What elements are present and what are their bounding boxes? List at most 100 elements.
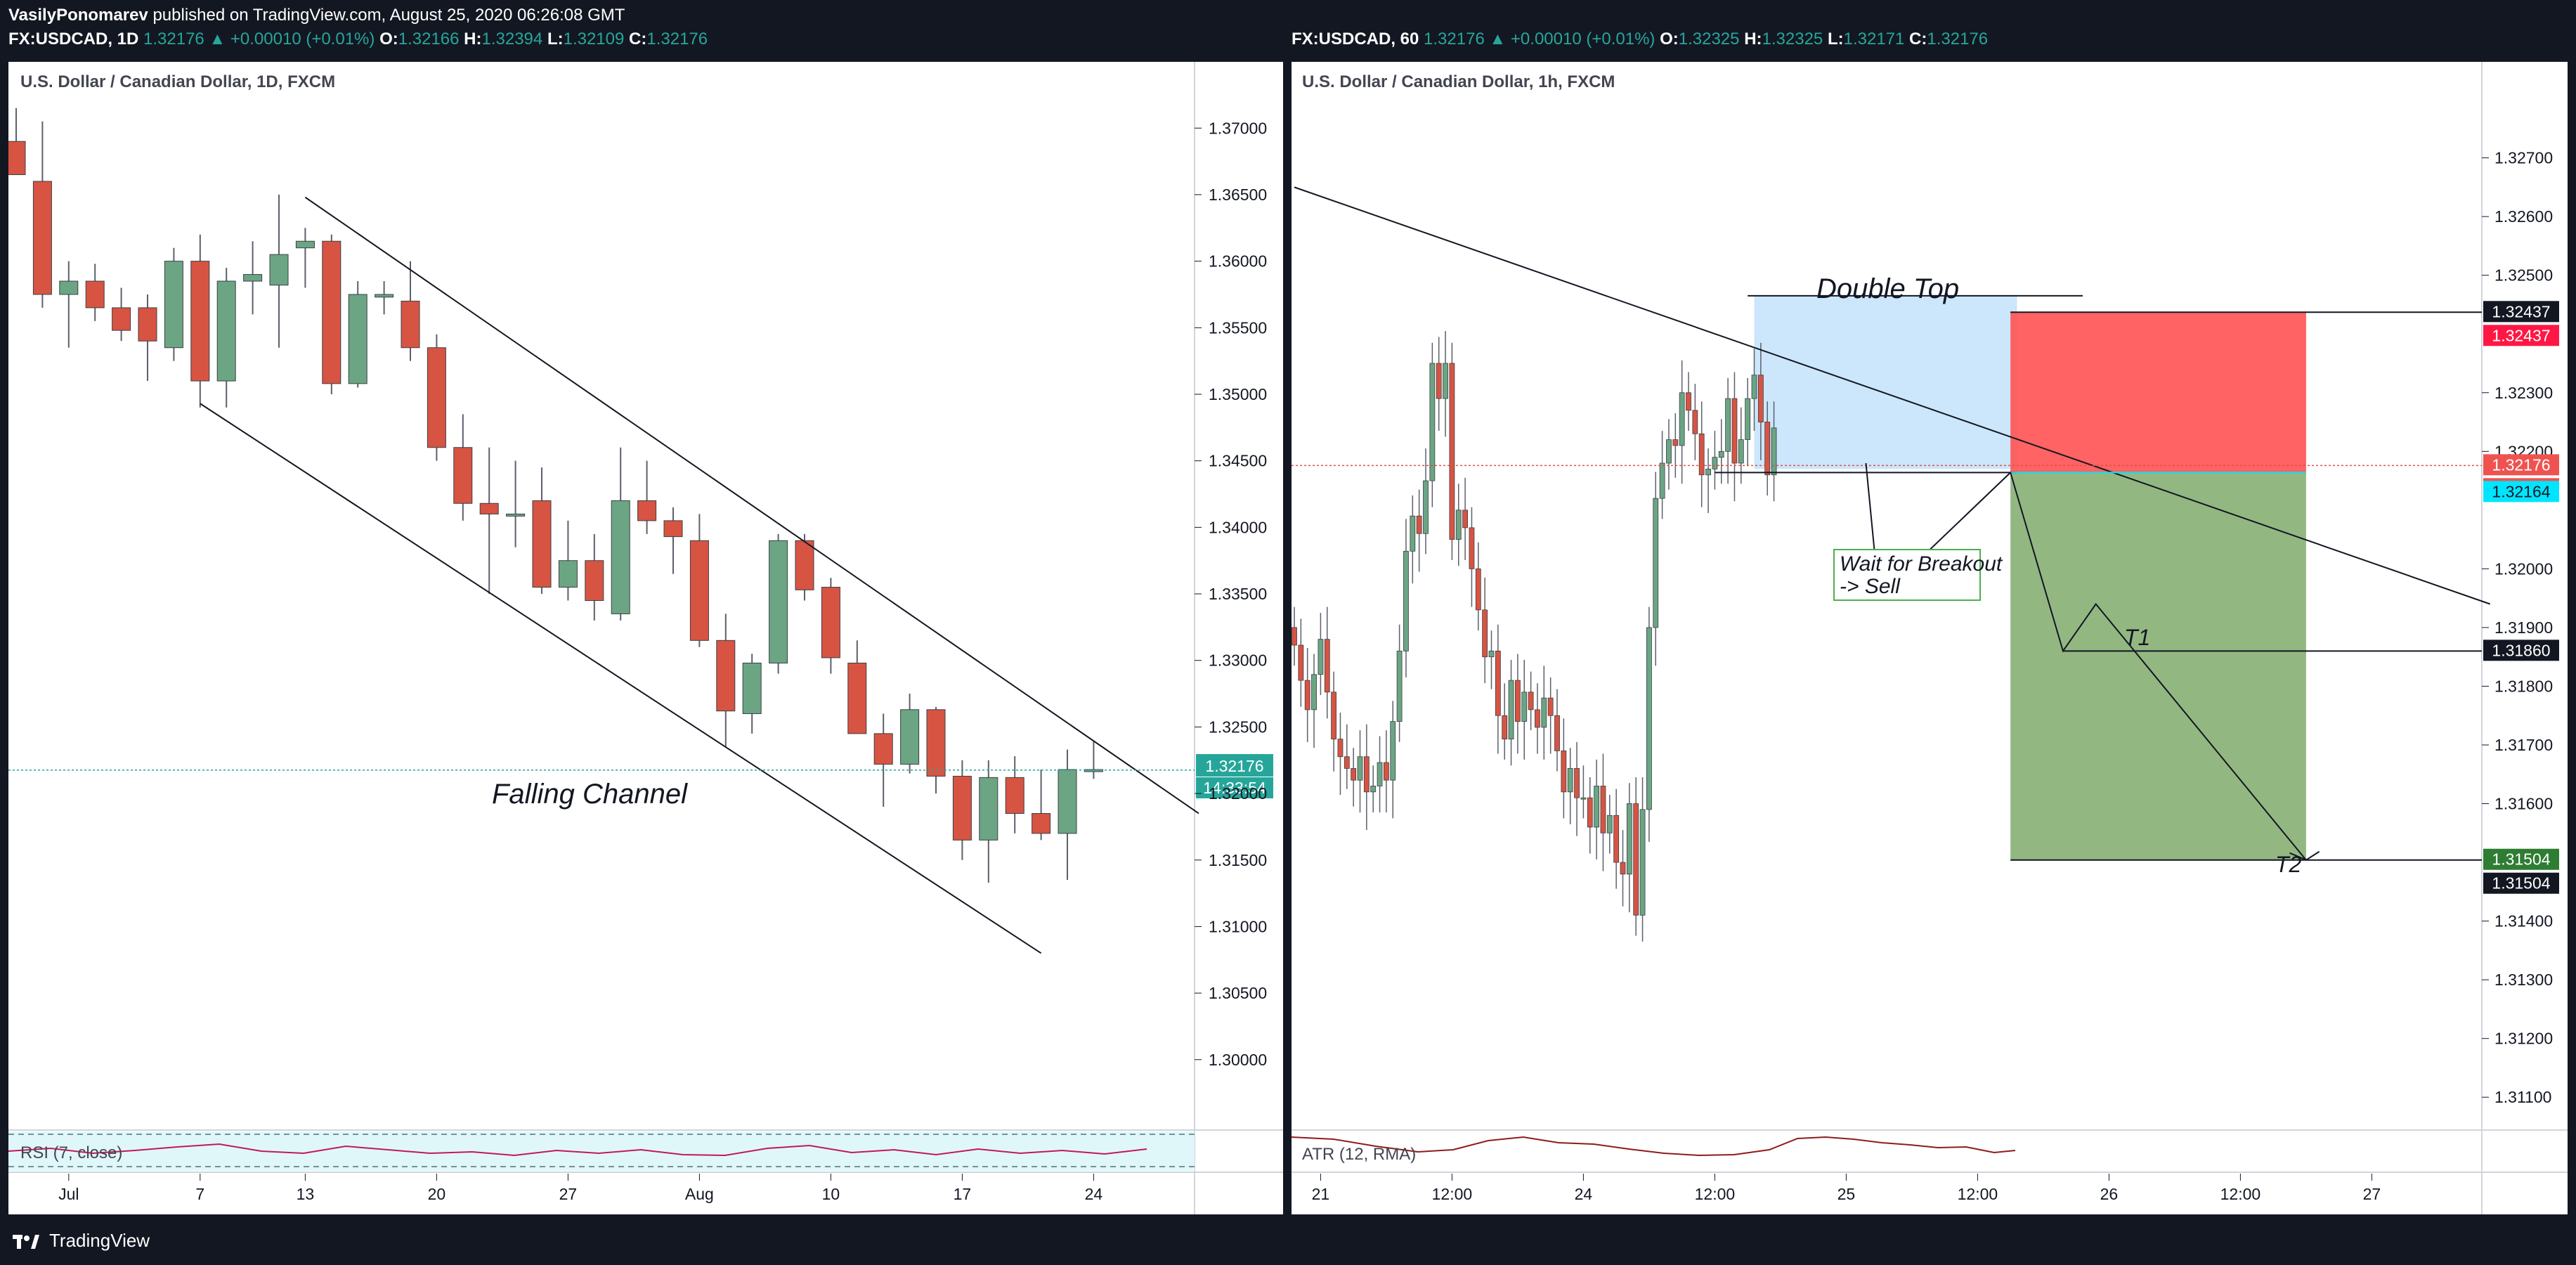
candle-body (1613, 815, 1620, 863)
left-low: 1.32109 (563, 30, 625, 48)
candle-body (1751, 375, 1757, 399)
left-high: 1.32394 (481, 30, 543, 48)
hourly-chart[interactable]: U.S. Dollar / Canadian Dollar, 1h, FXCM … (1291, 62, 2568, 1214)
x-tick-label: Aug (685, 1185, 714, 1203)
publish-line: VasilyPonomarev published on TradingView… (8, 6, 625, 25)
candle-body (1357, 756, 1363, 781)
candle-body (348, 294, 367, 384)
candle-body (979, 777, 998, 841)
author[interactable]: VasilyPonomarev (8, 6, 148, 25)
left-close: 1.32176 (646, 30, 708, 48)
candle-body (1738, 439, 1744, 464)
atr-label: ATR (12, RMA) (1302, 1145, 1416, 1164)
candle-body (1606, 815, 1613, 833)
candle-body (1383, 762, 1389, 781)
arrow-head-icon (2289, 850, 2320, 861)
candle-body (716, 640, 736, 712)
candle-body (1298, 644, 1304, 681)
candle-body (1508, 680, 1514, 740)
channel-lower-line (200, 403, 1042, 954)
y-tick-label: 1.31000 (1209, 917, 1267, 935)
hourly-chart-panel[interactable]: U.S. Dollar / Canadian Dollar, 1h, FXCM … (1291, 62, 2568, 1214)
price-label-box (2483, 848, 2559, 870)
footer (0, 1216, 2576, 1265)
left-low-label: L: (547, 30, 564, 48)
candle-body (1514, 680, 1521, 722)
sell-label: -> Sell (1840, 575, 1901, 598)
x-tick-label: 12:00 (1695, 1185, 1736, 1203)
candle-body (1377, 762, 1383, 786)
wait-for-breakout-label: Wait for Breakout (1840, 552, 2003, 576)
y-tick-label: 1.36000 (1209, 252, 1267, 271)
y-tick-label: 1.35000 (1209, 385, 1267, 403)
candle-body (847, 662, 867, 734)
candle-body (663, 520, 683, 538)
descending-trendline (1294, 186, 2491, 605)
candle-body (1666, 439, 1672, 464)
y-tick-label: 1.31200 (2494, 1030, 2553, 1048)
atr-line (1291, 1136, 2016, 1157)
falling-channel-label: Falling Channel (492, 779, 688, 810)
candle-body (1567, 768, 1573, 793)
candle-body (1502, 715, 1508, 740)
price-label: 1.32437 (2492, 326, 2550, 344)
candle-body (1410, 515, 1416, 552)
candle-body (1698, 433, 1705, 476)
stop-loss-zone (2010, 312, 2306, 473)
y-tick-label: 1.33500 (1209, 585, 1267, 603)
candle-body (1521, 692, 1528, 722)
candle-body (1337, 739, 1344, 758)
x-tick-label: 21 (1312, 1185, 1330, 1203)
candle-body (85, 280, 105, 309)
candle-body (1344, 756, 1350, 769)
price-label-box (2483, 325, 2559, 346)
header: VasilyPonomarev published on TradingView… (0, 0, 2576, 62)
y-tick-label: 1.31100 (2494, 1088, 2551, 1106)
candle-body (269, 254, 289, 286)
y-tick-label: 1.30500 (1209, 984, 1267, 1002)
y-tick-label: 1.31800 (2494, 677, 2553, 695)
candle-body (1620, 862, 1626, 875)
chart-title: U.S. Dollar / Canadian Dollar, 1h, FXCM (1302, 72, 1615, 91)
candle-body (1686, 392, 1691, 411)
y-tick-label: 1.37000 (1209, 119, 1267, 137)
channel-upper-line (304, 196, 1199, 815)
x-tick-label: 24 (1085, 1185, 1103, 1203)
double-top-label: Double Top (1816, 273, 1959, 304)
candle-body (1633, 803, 1639, 916)
candle-body (1757, 375, 1764, 422)
y-tick-label: 1.32300 (2494, 384, 2553, 402)
x-tick-label: 12:00 (2220, 1185, 2261, 1203)
price-label-box (2483, 640, 2559, 661)
candle-body (138, 307, 157, 342)
price-label: 1.31504 (2492, 874, 2550, 893)
candle-body (1469, 527, 1475, 569)
candle-body (952, 775, 972, 841)
daily-chart[interactable]: U.S. Dollar / Canadian Dollar, 1D, FXCM … (6, 62, 1283, 1214)
price-label: 1.32164 (2492, 482, 2550, 500)
right-low-label: L: (1827, 30, 1844, 48)
x-tick-label: 27 (2363, 1185, 2381, 1203)
right-low: 1.32171 (1843, 30, 1905, 48)
candle-body (1561, 750, 1567, 793)
candle-body (1712, 457, 1718, 469)
x-tick-label: 10 (822, 1185, 840, 1203)
candle-body (1005, 777, 1024, 814)
x-tick-label: 13 (297, 1185, 315, 1203)
candle-body (1626, 803, 1632, 875)
price-label: 1.32176 (2492, 455, 2550, 474)
candle-body (401, 300, 420, 349)
price-label: 1.31504 (2492, 850, 2550, 869)
tradingview-brand[interactable]: TradingView (11, 1230, 150, 1252)
daily-chart-panel[interactable]: U.S. Dollar / Canadian Dollar, 1D, FXCM … (6, 62, 1283, 1214)
candle-body (1390, 721, 1396, 781)
right-open-label: O: (1660, 30, 1679, 48)
candle-body (1416, 515, 1422, 534)
right-symbol: FX:USDCAD, 60 (1292, 30, 1419, 48)
candle-body (1535, 709, 1540, 728)
candle-body (1587, 797, 1593, 828)
candle-body (1370, 786, 1377, 793)
candle-body (926, 709, 946, 777)
x-tick-label: 7 (195, 1185, 204, 1203)
x-tick-label: 24 (1575, 1185, 1593, 1203)
